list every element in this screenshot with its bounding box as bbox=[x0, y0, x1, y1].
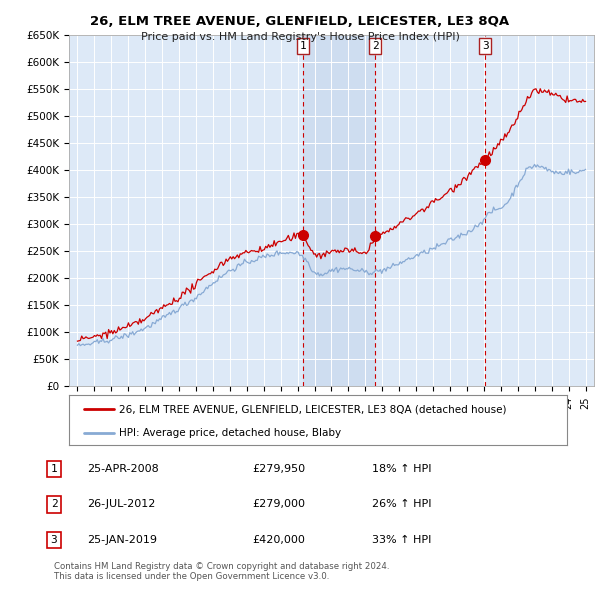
Text: £279,950: £279,950 bbox=[252, 464, 305, 474]
Text: 3: 3 bbox=[50, 535, 58, 545]
Text: Price paid vs. HM Land Registry's House Price Index (HPI): Price paid vs. HM Land Registry's House … bbox=[140, 32, 460, 42]
Text: £420,000: £420,000 bbox=[252, 535, 305, 545]
Text: 26-JUL-2012: 26-JUL-2012 bbox=[87, 500, 155, 509]
Text: 25-JAN-2019: 25-JAN-2019 bbox=[87, 535, 157, 545]
Text: 25-APR-2008: 25-APR-2008 bbox=[87, 464, 159, 474]
Text: 26, ELM TREE AVENUE, GLENFIELD, LEICESTER, LE3 8QA (detached house): 26, ELM TREE AVENUE, GLENFIELD, LEICESTE… bbox=[119, 404, 506, 414]
Text: 18% ↑ HPI: 18% ↑ HPI bbox=[372, 464, 431, 474]
Text: Contains HM Land Registry data © Crown copyright and database right 2024.
This d: Contains HM Land Registry data © Crown c… bbox=[54, 562, 389, 581]
Text: 3: 3 bbox=[482, 41, 488, 51]
Text: 26% ↑ HPI: 26% ↑ HPI bbox=[372, 500, 431, 509]
Text: £279,000: £279,000 bbox=[252, 500, 305, 509]
Text: 2: 2 bbox=[371, 41, 379, 51]
Text: 2: 2 bbox=[50, 500, 58, 509]
Text: HPI: Average price, detached house, Blaby: HPI: Average price, detached house, Blab… bbox=[119, 428, 341, 438]
Text: 1: 1 bbox=[50, 464, 58, 474]
Text: 33% ↑ HPI: 33% ↑ HPI bbox=[372, 535, 431, 545]
Text: 1: 1 bbox=[299, 41, 307, 51]
Text: 26, ELM TREE AVENUE, GLENFIELD, LEICESTER, LE3 8QA: 26, ELM TREE AVENUE, GLENFIELD, LEICESTE… bbox=[91, 15, 509, 28]
Bar bbox=[303, 35, 375, 386]
